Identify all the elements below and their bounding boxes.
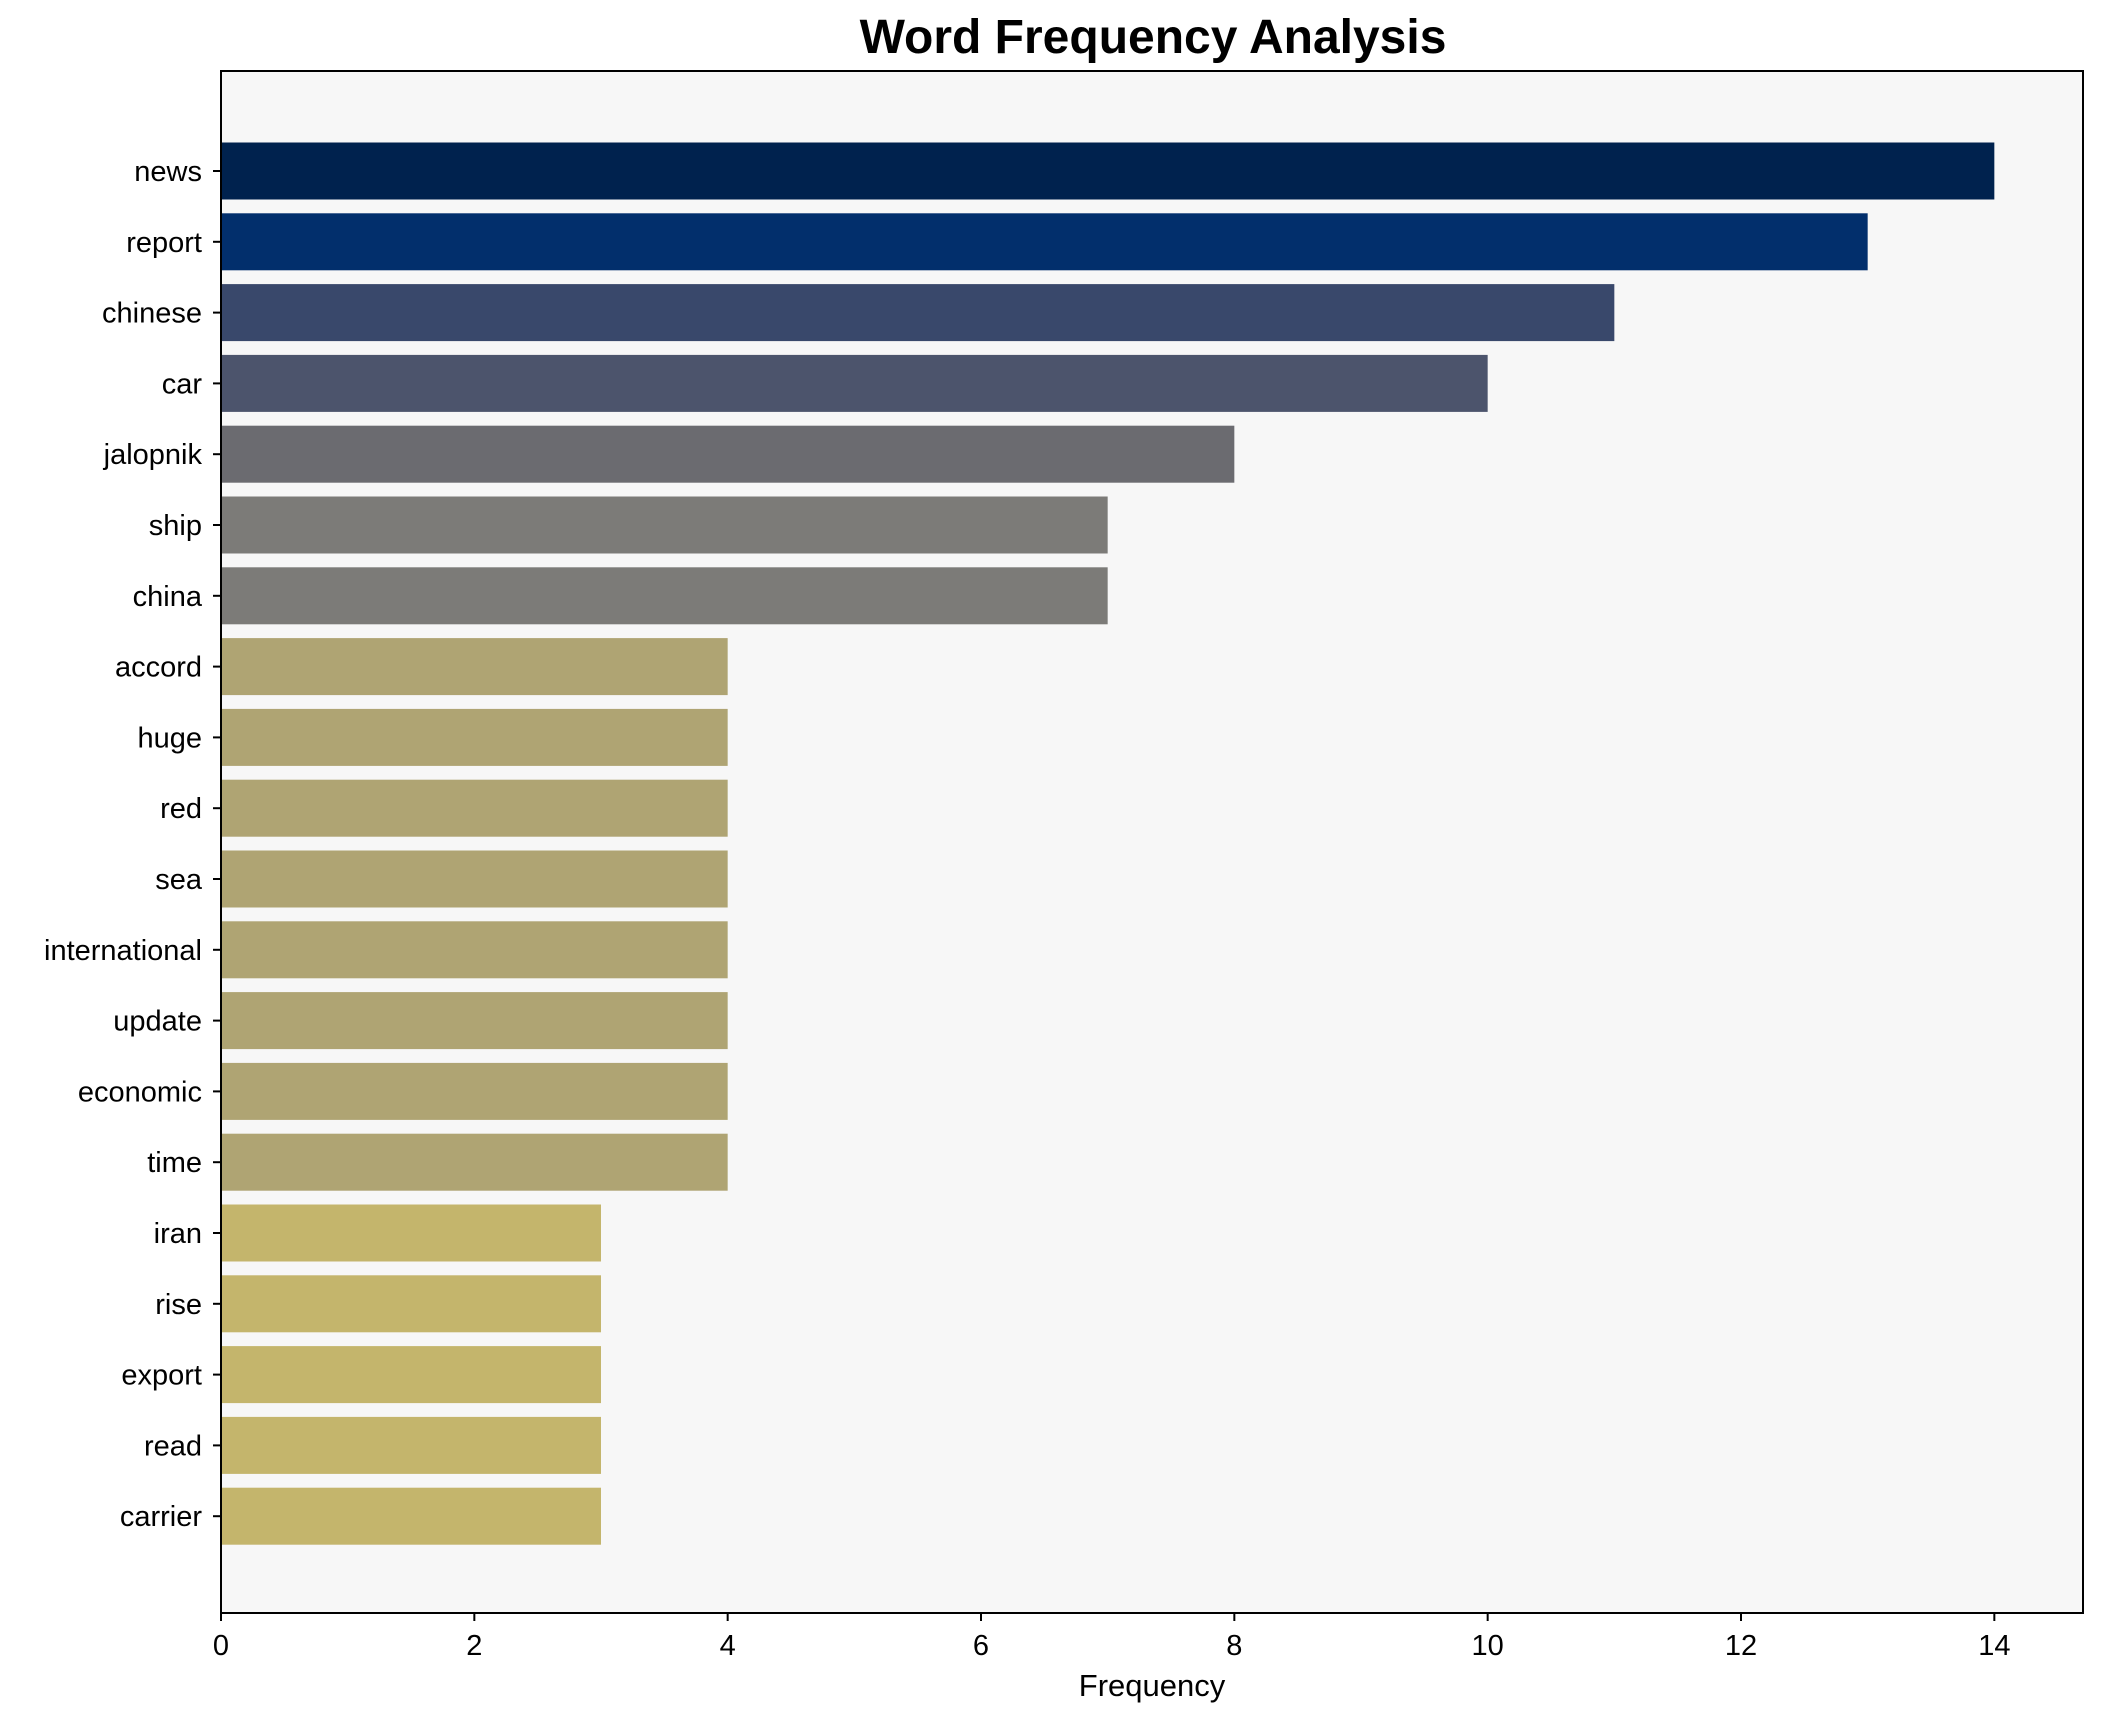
x-tick-label: 2 bbox=[466, 1630, 482, 1662]
x-axis: 0 2 4 6 8 10 12 14 bbox=[213, 1613, 2010, 1662]
y-tick-label: report bbox=[126, 227, 202, 259]
bar-update bbox=[221, 992, 728, 1050]
bar-export bbox=[221, 1346, 601, 1404]
y-tick-label: jalopnik bbox=[103, 439, 203, 471]
y-tick-label: car bbox=[162, 368, 203, 400]
bar-sea bbox=[221, 850, 728, 908]
bar-rise bbox=[221, 1275, 601, 1333]
bar-chinese bbox=[221, 284, 1615, 342]
y-tick-label: sea bbox=[155, 864, 203, 896]
y-tick-label: export bbox=[121, 1360, 202, 1392]
bar-carrier bbox=[221, 1487, 601, 1545]
x-tick-label: 14 bbox=[1978, 1630, 2010, 1662]
y-tick-label: ship bbox=[149, 510, 202, 542]
y-tick-label: time bbox=[147, 1147, 202, 1179]
bar-iran bbox=[221, 1204, 601, 1262]
x-tick-label: 10 bbox=[1472, 1630, 1504, 1662]
x-tick-label: 0 bbox=[213, 1630, 229, 1662]
y-tick-label: update bbox=[113, 1006, 202, 1038]
x-tick-label: 4 bbox=[720, 1630, 736, 1662]
bar-read bbox=[221, 1416, 601, 1474]
bars-group bbox=[221, 142, 1995, 1545]
bar-red bbox=[221, 779, 728, 837]
chart-title: Word Frequency Analysis bbox=[860, 11, 1447, 64]
y-tick-label: red bbox=[160, 793, 202, 825]
x-tick-label: 8 bbox=[1226, 1630, 1242, 1662]
bar-china bbox=[221, 567, 1108, 625]
y-tick-label: news bbox=[134, 156, 202, 188]
y-axis: news report chinese car jalopnik ship china acc… bbox=[44, 156, 221, 1533]
y-tick-label: economic bbox=[78, 1076, 202, 1108]
bar-economic bbox=[221, 1062, 728, 1120]
y-tick-label: china bbox=[133, 581, 203, 613]
bar-international bbox=[221, 921, 728, 979]
bar-report bbox=[221, 213, 1868, 271]
y-tick-label: accord bbox=[115, 652, 202, 684]
y-tick-label: huge bbox=[137, 722, 202, 754]
y-tick-label: carrier bbox=[120, 1501, 203, 1533]
y-tick-label: rise bbox=[155, 1289, 202, 1321]
bar-time bbox=[221, 1133, 728, 1191]
y-tick-label: chinese bbox=[102, 298, 202, 330]
plot-frame bbox=[220, 70, 2084, 1614]
bar-accord bbox=[221, 638, 728, 696]
x-axis-label: Frequency bbox=[1079, 1668, 1226, 1703]
bar-car bbox=[221, 354, 1488, 412]
y-tick-label: iran bbox=[154, 1218, 202, 1250]
bar-news bbox=[221, 142, 1995, 200]
x-tick-label: 6 bbox=[973, 1630, 989, 1662]
bar-ship bbox=[221, 496, 1108, 554]
bar-huge bbox=[221, 708, 728, 766]
y-tick-label: international bbox=[44, 935, 202, 967]
bar-jalopnik bbox=[221, 425, 1235, 483]
x-tick-label: 12 bbox=[1725, 1630, 1757, 1662]
y-tick-label: read bbox=[144, 1430, 202, 1462]
